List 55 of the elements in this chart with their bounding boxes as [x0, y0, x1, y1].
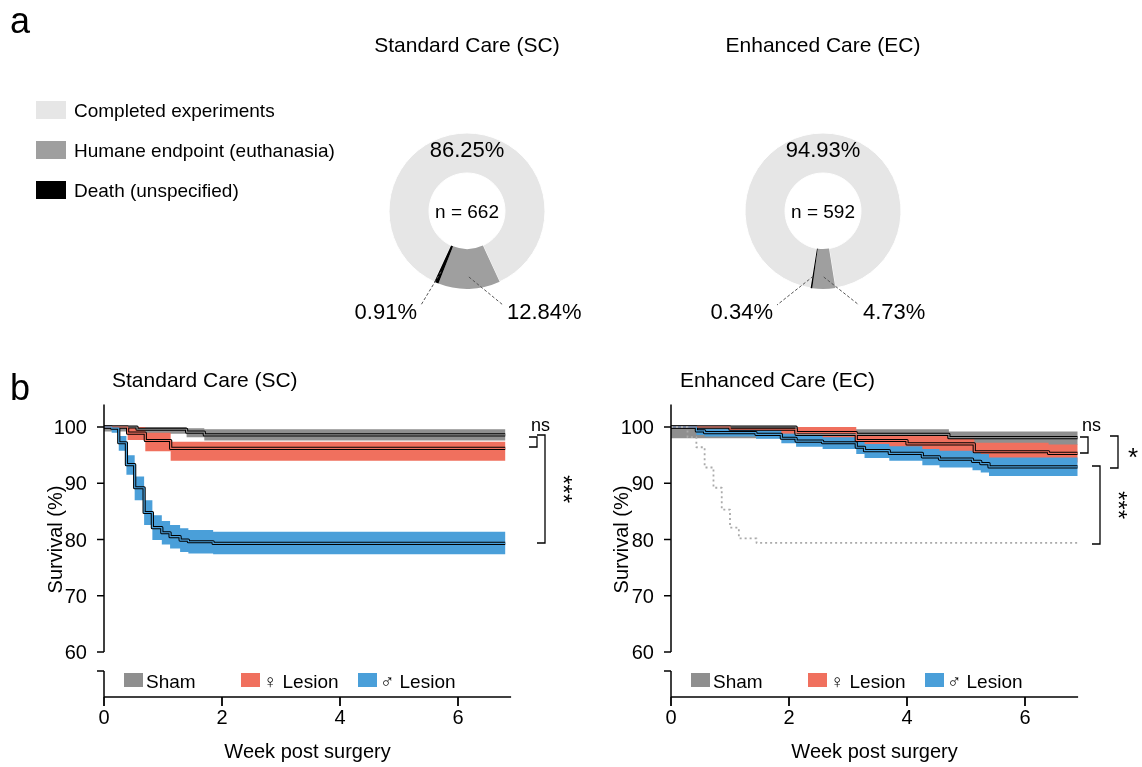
legend-label: ♂ Lesion — [947, 671, 1023, 692]
x-tick-label: 0 — [98, 706, 110, 728]
legend-label: ♀ Lesion — [830, 671, 906, 692]
text: * — [1128, 442, 1139, 472]
donut-slice — [388, 132, 546, 283]
data-label: 86.25% — [429, 137, 505, 162]
y-tick-label: 60 — [631, 641, 654, 663]
legend-label: Humane endpoint (euthanasia) — [74, 140, 335, 161]
legend-label: ♂ Lesion — [380, 671, 456, 692]
chart-title: Enhanced Care (EC) — [680, 368, 875, 391]
donut-slice — [812, 248, 836, 289]
x-tick-label: 4 — [901, 706, 913, 728]
donut-slice — [744, 132, 902, 289]
text: b — [10, 367, 31, 408]
x-axis-title: Week post surgery — [224, 740, 391, 762]
text: ns — [1082, 415, 1102, 435]
x-axis-title: Week post surgery — [791, 740, 958, 762]
donut-slice — [434, 245, 454, 284]
y-tick-label: 100 — [53, 416, 87, 438]
y-tick-label: 70 — [64, 584, 87, 607]
y-tick-label: 90 — [631, 472, 654, 495]
y-tick-label: 80 — [64, 528, 87, 551]
chart-title: Enhanced Care (EC) — [725, 33, 921, 56]
y-axis-title: Survival (%) — [44, 485, 66, 594]
legend-label: Sham — [146, 671, 196, 692]
y-tick-label: 60 — [64, 641, 87, 663]
text: a — [10, 0, 31, 41]
donut-slice — [810, 248, 818, 289]
x-tick-label: 2 — [783, 706, 795, 728]
data-label: 12.84% — [507, 299, 582, 324]
text: ns — [531, 415, 551, 435]
y-tick-label: 100 — [620, 416, 654, 438]
data-label: 0.91% — [354, 299, 417, 324]
y-tick-label: 80 — [631, 528, 654, 551]
y-axis-title: Survival (%) — [610, 485, 632, 594]
text: *** — [550, 474, 577, 504]
legend-label: ♀ Lesion — [263, 671, 339, 692]
y-tick-label: 70 — [631, 584, 654, 607]
x-tick-label: 6 — [1019, 706, 1031, 728]
x-tick-label: 0 — [665, 706, 677, 728]
x-tick-label: 2 — [216, 706, 228, 728]
text: *** — [1105, 490, 1132, 520]
text: n = 662 — [435, 201, 499, 222]
data-label: 94.93% — [785, 137, 861, 162]
legend-label: Completed experiments — [74, 100, 275, 121]
x-tick-label: 4 — [334, 706, 346, 728]
chart-title: Standard Care (SC) — [374, 33, 560, 56]
x-tick-label: 6 — [452, 706, 464, 728]
legend-label: Sham — [713, 671, 763, 692]
chart-title: Standard Care (SC) — [112, 368, 298, 391]
legend-label: Death (unspecified) — [74, 180, 239, 201]
text: n = 592 — [791, 201, 855, 222]
data-label: 0.34% — [710, 299, 773, 324]
donut-slice — [438, 245, 500, 289]
data-label: 4.73% — [863, 299, 926, 324]
